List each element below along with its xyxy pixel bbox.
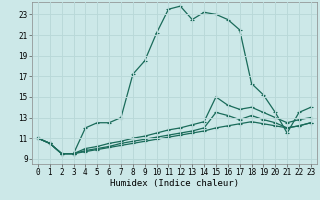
X-axis label: Humidex (Indice chaleur): Humidex (Indice chaleur)	[110, 179, 239, 188]
